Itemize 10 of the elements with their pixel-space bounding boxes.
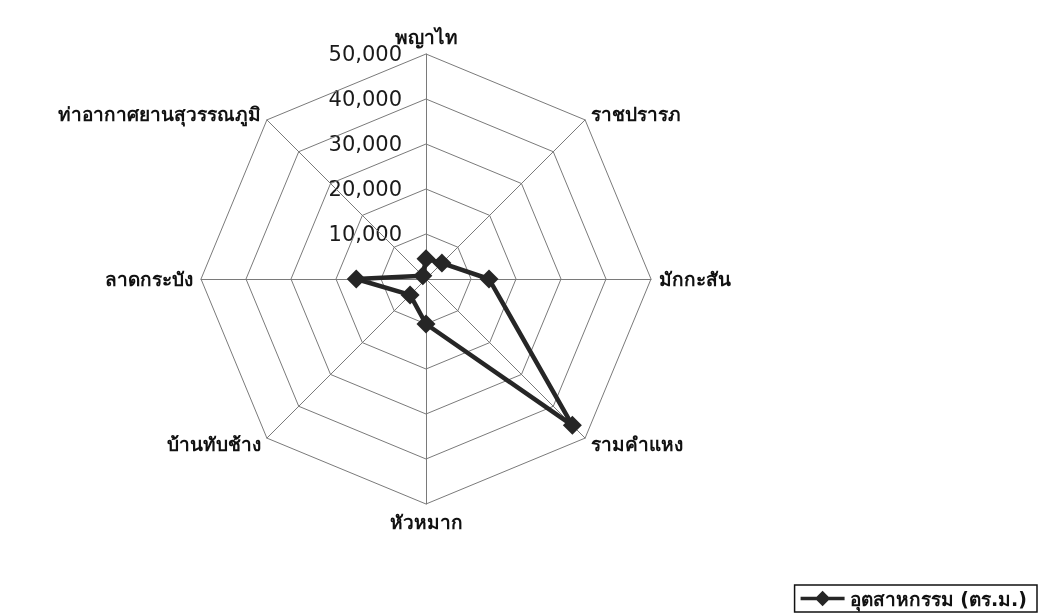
y-tick-label: 40,000 <box>328 87 402 111</box>
spoke-label: ลาดกระบัง <box>105 268 193 290</box>
y-tick-label: 30,000 <box>328 132 402 156</box>
spoke-label: ราชปรารภ <box>590 103 681 126</box>
spoke-label: รามคำแหง <box>590 432 683 455</box>
spoke-label: หัวหมาก <box>389 510 463 533</box>
spoke-label: บ้านทับช้าง <box>167 432 262 455</box>
spoke-label: ท่าอากาศยานสุวรรณภูมิ <box>58 103 262 128</box>
spoke-label: มักกะสัน <box>659 268 731 290</box>
legend-label: อุตสาหกรรม (ตร.ม.) <box>849 587 1027 612</box>
